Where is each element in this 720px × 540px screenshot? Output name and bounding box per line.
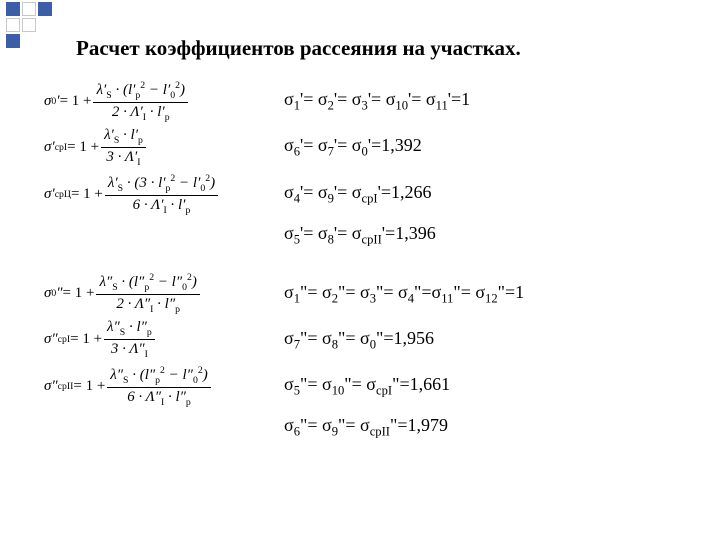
eq-line-6: σ7"= σ8"= σ0"=1,956: [284, 325, 434, 355]
deco-square: [6, 34, 20, 48]
formula-sigma-srI-prime: σ′срI = 1 + λ′S · l′p3 · Λ′I: [44, 127, 148, 168]
eq-line-8: σ6"= σ9"= σсрII"=1,979: [284, 412, 448, 442]
formula-sigma-srC-prime: σ′срЦ = 1 + λ′S · (3 · l′p2 − l′02)6 · Λ…: [44, 173, 220, 216]
deco-square: [6, 18, 20, 32]
deco-square: [6, 2, 20, 16]
formula-sigma-srII-dprime: σ″срII = 1 + λ″S · (l″p2 − l″02)6 · Λ″I …: [44, 365, 213, 408]
deco-square: [22, 18, 36, 32]
deco-square: [22, 2, 36, 16]
formula-sigma0-dprime: σ0″ = 1 + λ″S · (l″p2 − l″02)2 · Λ″I · l…: [44, 272, 202, 315]
formula-sigma-srI-dprime: σ″срI = 1 + λ″S · l″p3 · Λ″I: [44, 319, 157, 360]
formula-sigma0-prime: σ0′ = 1 + λ′S · (l′p2 − l′02)2 · Λ′I · l…: [44, 80, 190, 123]
eq-line-4: σ5'= σ8'= σсрII'=1,396: [284, 220, 436, 250]
page-title: Расчет коэффициентов рассеяния на участк…: [76, 36, 521, 61]
content-area: σ0′ = 1 + λ′S · (l′p2 − l′02)2 · Λ′I · l…: [44, 80, 684, 446]
eq-line-2: σ6'= σ7'= σ0'=1,392: [284, 132, 422, 162]
eq-line-1: σ1'= σ2'= σ3'= σ10'= σ11'=1: [284, 86, 470, 116]
deco-square: [38, 2, 52, 16]
eq-line-5: σ1"= σ2"= σ3"= σ4"=σ11"= σ12"=1: [284, 279, 524, 309]
eq-line-7: σ5"= σ10"= σсрI"=1,661: [284, 371, 450, 401]
eq-line-3: σ4'= σ9'= σсрI'=1,266: [284, 179, 432, 209]
